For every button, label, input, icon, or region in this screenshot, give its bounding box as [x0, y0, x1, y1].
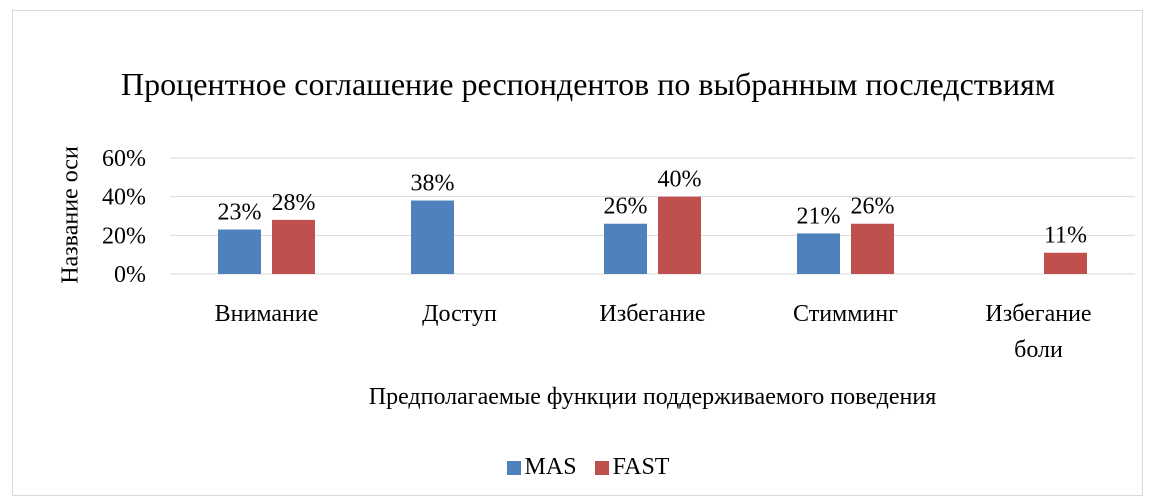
x-tick-label: Доступ: [422, 301, 497, 327]
data-label: 11%: [1044, 223, 1087, 249]
x-tick-label: Избегание: [599, 301, 706, 327]
data-label: 23%: [218, 200, 262, 226]
bar: [218, 229, 261, 274]
y-tick-label: 40%: [102, 185, 146, 211]
x-tick-label: Стимминг: [793, 301, 898, 327]
data-label: 28%: [272, 190, 316, 216]
x-axis-title: Предполагаемые функции поддерживаемого п…: [368, 384, 937, 410]
bar: [272, 219, 315, 274]
y-axis-title: Название оси: [58, 146, 84, 284]
legend-label: FAST: [612, 454, 670, 480]
legend-swatch: [594, 460, 609, 475]
legend-entry: MAS: [506, 454, 577, 481]
data-label: 26%: [604, 194, 648, 220]
y-tick-label: 60%: [102, 146, 146, 172]
bar: [411, 200, 454, 274]
bar: [658, 196, 701, 274]
legend-swatch: [506, 460, 521, 475]
x-tick-label: Внимание: [214, 301, 319, 327]
x-tick-label: Избегание боли: [985, 301, 1092, 363]
bar: [797, 233, 840, 274]
data-label: 40%: [658, 167, 702, 193]
legend: MAS FAST: [0, 454, 1150, 481]
y-tick-label: 0%: [114, 262, 146, 288]
legend-label: MAS: [524, 454, 577, 480]
data-label: 38%: [411, 171, 455, 197]
data-label: 26%: [851, 194, 895, 220]
chart-title: Процентное соглашение респондентов по вы…: [121, 66, 1055, 102]
y-tick-label: 20%: [102, 223, 146, 249]
chart-border: [12, 10, 1143, 496]
bar: [1044, 252, 1087, 274]
legend-entry: FAST: [594, 454, 670, 481]
bar: [851, 223, 894, 274]
data-label: 21%: [797, 203, 841, 229]
bar: [604, 223, 647, 274]
